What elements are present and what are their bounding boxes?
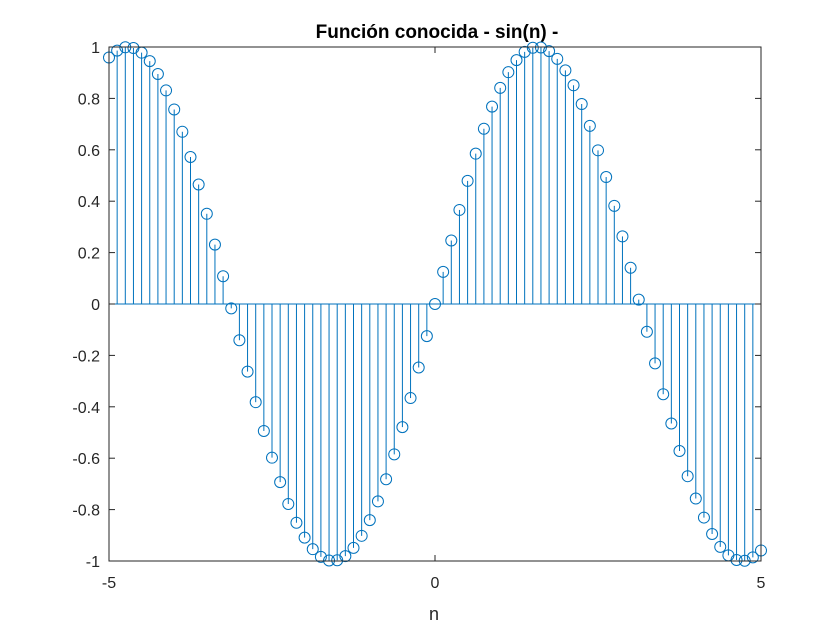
stem-marker [706,528,719,541]
stem-marker [632,293,645,306]
stem-marker [168,103,181,116]
stem-marker [347,541,360,554]
stem-marker [355,529,368,542]
stem-marker [314,550,327,563]
stem-marker [371,495,384,508]
stem-marker [200,207,213,220]
markers-layer [103,41,767,567]
stem-marker [575,98,588,111]
stem-marker [746,551,759,564]
stem-marker [208,238,221,251]
stem-marker [526,41,539,54]
stem-marker [217,270,230,283]
stem-marker [380,473,393,486]
stem-marker [143,55,156,68]
stem-marker [543,45,556,58]
stem-marker [257,424,270,437]
stem-marker [494,81,507,94]
stem-marker [160,84,173,97]
stem-marker [608,199,621,212]
stem-marker [363,514,376,527]
stem-marker [388,448,401,461]
stem-marker [266,451,278,464]
stem-marker [429,298,441,310]
y-tick-label: 0.2 [78,246,100,263]
stem-marker [730,553,743,566]
stem-marker [624,261,637,274]
stem-marker [583,119,596,132]
stem-marker [420,330,433,343]
chart-title: Función conocida - sin(n) - [316,22,559,43]
stem-marker [640,325,653,338]
stem-marker [437,265,450,278]
stem-marker [616,230,629,243]
y-tick-label: 0.6 [78,143,100,160]
stem-marker [404,392,417,405]
y-tick-label: -0.6 [72,451,100,468]
stem-marker [534,41,547,54]
stem-marker [331,554,344,567]
y-tick-label: -0.4 [72,400,100,417]
plot-area [103,41,767,567]
x-tick-label: 5 [757,575,766,592]
stem-marker [249,396,262,409]
stem-marker [502,66,515,79]
y-tick-label: 1 [91,40,100,57]
stem-marker [192,178,205,191]
stem-marker [697,511,710,524]
y-tick-label: 0.8 [78,91,100,108]
stem-marker [323,554,336,567]
stem-marker [477,122,490,135]
stem-marker [461,174,474,187]
stem-marker [592,144,604,157]
stem-marker [339,550,352,563]
y-tick-label: -0.8 [72,503,100,520]
stems-layer [108,47,762,561]
stem-marker [445,234,458,247]
y-tick-labels: 1 0.8 0.6 0.4 0.2 0 -0.2 -0.4 -0.6 -0.8 -1 [72,40,100,571]
x-axis-label: n [429,604,439,624]
y-tick-label: 0.4 [78,194,100,211]
stem-marker [151,67,164,80]
stem-marker [510,54,523,67]
stem-marker [486,100,499,113]
y-tick-label: -1 [86,554,100,571]
stem-marker [282,497,295,510]
stem-marker [274,476,287,489]
stem-marker [665,417,678,430]
x-tick-label: -5 [102,575,116,592]
stem-marker [673,445,686,458]
stem-marker [306,543,319,556]
stem-marker [453,203,466,216]
stem-marker [111,44,124,57]
stem-marker [551,52,564,65]
x-tick-label: 0 [431,575,440,592]
stem-marker [681,470,694,483]
stem-marker [412,361,425,374]
y-tick-label: -0.2 [72,348,100,365]
stem-marker [290,516,303,529]
x-tick-labels: -5 0 5 [102,575,766,592]
stem-marker [469,147,482,160]
stem-marker [600,171,613,184]
ticks-layer [108,46,762,562]
stem-marker [689,492,702,505]
stem-marker [225,302,238,315]
stem-marker [567,79,580,92]
stem-marker [657,388,670,401]
stem-marker [298,531,311,544]
stem-marker [184,150,197,163]
stem-marker [176,125,189,138]
stem-marker [649,357,662,370]
stem-marker [241,365,254,378]
stem-marker [518,45,531,58]
stem-marker [396,421,409,434]
stem-marker [559,64,572,77]
stem-marker [233,334,246,347]
y-tick-label: 0 [91,297,100,314]
stem-marker [714,540,727,553]
